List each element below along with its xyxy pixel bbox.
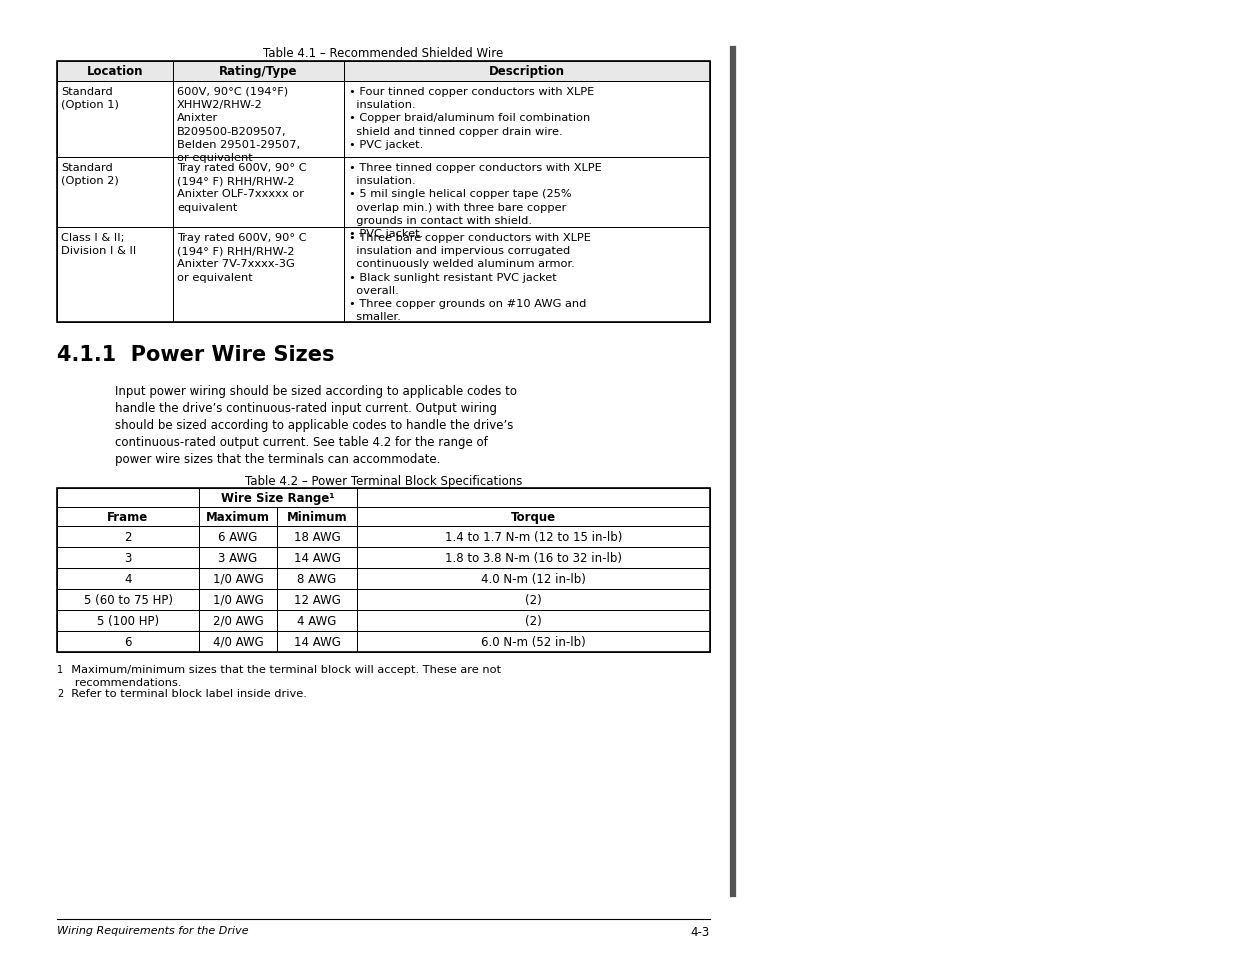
Text: Table 4.1 – Recommended Shielded Wire: Table 4.1 – Recommended Shielded Wire	[263, 47, 504, 60]
Text: Frame: Frame	[107, 511, 148, 523]
Bar	[57, 631, 199, 652]
Text: 2: 2	[57, 688, 63, 699]
Bar	[57, 158, 173, 228]
Text: 600V, 90°C (194°F)
XHHW2/RHW-2
Anixter
B209500-B209507,
Belden 29501-29507,
or e: 600V, 90°C (194°F) XHHW2/RHW-2 Anixter B…	[177, 87, 300, 163]
Bar	[57, 507, 199, 526]
Text: 4.1.1  Power Wire Sizes: 4.1.1 Power Wire Sizes	[57, 345, 335, 365]
Bar	[57, 228, 173, 323]
Text: Wire Size Range¹: Wire Size Range¹	[221, 492, 335, 504]
Bar	[57, 547, 199, 568]
Bar	[277, 507, 357, 526]
Bar	[199, 631, 277, 652]
Bar	[199, 547, 277, 568]
Bar	[199, 568, 277, 589]
Text: Refer to terminal block label inside drive.: Refer to terminal block label inside dri…	[64, 688, 306, 699]
Text: 2: 2	[125, 531, 132, 543]
Text: 4: 4	[125, 573, 132, 585]
Text: 6: 6	[125, 636, 132, 648]
Text: 1.4 to 1.7 N-m (12 to 15 in-lb): 1.4 to 1.7 N-m (12 to 15 in-lb)	[445, 531, 622, 543]
Text: 14 AWG: 14 AWG	[294, 636, 341, 648]
Bar	[57, 489, 199, 507]
Text: Maximum: Maximum	[206, 511, 270, 523]
Text: Tray rated 600V, 90° C
(194° F) RHH/RHW-2
Anixter 7V-7xxxx-3G
or equivalent: Tray rated 600V, 90° C (194° F) RHH/RHW-…	[177, 233, 306, 282]
Text: 5 (60 to 75 HP): 5 (60 to 75 HP)	[84, 594, 173, 606]
Bar	[357, 631, 710, 652]
Bar	[277, 526, 357, 547]
Text: Input power wiring should be sized according to applicable codes to
handle the d: Input power wiring should be sized accor…	[115, 385, 517, 465]
Text: Standard
(Option 1): Standard (Option 1)	[61, 87, 119, 111]
Text: 12 AWG: 12 AWG	[294, 594, 341, 606]
Bar	[57, 82, 173, 158]
Bar	[277, 631, 357, 652]
Bar	[57, 489, 710, 652]
Bar	[199, 589, 277, 610]
Text: Location: Location	[86, 65, 143, 78]
Text: Class I & II;
Division I & II: Class I & II; Division I & II	[61, 233, 136, 256]
Text: Wiring Requirements for the Drive: Wiring Requirements for the Drive	[57, 925, 248, 935]
Text: 3: 3	[125, 552, 132, 564]
Text: 1.8 to 3.8 N-m (16 to 32 in-lb): 1.8 to 3.8 N-m (16 to 32 in-lb)	[445, 552, 622, 564]
Text: 1: 1	[57, 664, 63, 675]
Bar	[199, 610, 277, 631]
Bar	[173, 228, 345, 323]
Bar	[357, 568, 710, 589]
Bar	[277, 547, 357, 568]
Text: 5 (100 HP): 5 (100 HP)	[96, 615, 159, 627]
Text: (2): (2)	[525, 615, 542, 627]
Text: Standard
(Option 2): Standard (Option 2)	[61, 163, 119, 186]
Text: (2): (2)	[525, 594, 542, 606]
Text: Torque: Torque	[511, 511, 556, 523]
Bar	[199, 526, 277, 547]
Text: Description: Description	[489, 65, 564, 78]
Text: 8 AWG: 8 AWG	[298, 573, 337, 585]
Bar	[199, 489, 357, 507]
Text: 2/0 AWG: 2/0 AWG	[212, 615, 263, 627]
Bar	[199, 507, 277, 526]
Bar	[357, 507, 710, 526]
Text: Minimum: Minimum	[287, 511, 347, 523]
Bar	[173, 82, 345, 158]
Bar	[277, 568, 357, 589]
Bar	[277, 610, 357, 631]
Bar	[345, 228, 710, 323]
Bar	[57, 62, 173, 82]
Text: 4-3: 4-3	[690, 925, 710, 938]
Bar	[57, 568, 199, 589]
Text: Tray rated 600V, 90° C
(194° F) RHH/RHW-2
Anixter OLF-7xxxxx or
equivalent: Tray rated 600V, 90° C (194° F) RHH/RHW-…	[177, 163, 306, 213]
Text: • Four tinned copper conductors with XLPE
  insulation.
• Copper braid/aluminum : • Four tinned copper conductors with XLP…	[350, 87, 594, 150]
Text: 1/0 AWG: 1/0 AWG	[212, 594, 263, 606]
Bar	[345, 62, 710, 82]
Bar	[357, 526, 710, 547]
Bar	[277, 589, 357, 610]
Text: Table 4.2 – Power Terminal Block Specifications: Table 4.2 – Power Terminal Block Specifi…	[245, 475, 522, 488]
Text: 6.0 N-m (52 in-lb): 6.0 N-m (52 in-lb)	[482, 636, 585, 648]
Text: 1/0 AWG: 1/0 AWG	[212, 573, 263, 585]
Bar	[357, 489, 710, 507]
Text: Maximum/minimum sizes that the terminal block will accept. These are not
   reco: Maximum/minimum sizes that the terminal …	[64, 664, 501, 687]
Text: 4.0 N-m (12 in-lb): 4.0 N-m (12 in-lb)	[482, 573, 585, 585]
Bar	[173, 158, 345, 228]
Text: 4 AWG: 4 AWG	[298, 615, 337, 627]
Bar	[357, 547, 710, 568]
Bar	[345, 82, 710, 158]
Text: Rating/Type: Rating/Type	[220, 65, 298, 78]
Bar	[57, 589, 199, 610]
Text: 3 AWG: 3 AWG	[219, 552, 258, 564]
Text: 6 AWG: 6 AWG	[219, 531, 258, 543]
Bar	[57, 526, 199, 547]
Bar	[357, 589, 710, 610]
Bar	[345, 158, 710, 228]
Bar	[173, 62, 345, 82]
Text: • Three tinned copper conductors with XLPE
  insulation.
• 5 mil single helical : • Three tinned copper conductors with XL…	[350, 163, 601, 239]
Text: 4/0 AWG: 4/0 AWG	[212, 636, 263, 648]
Text: • Three bare copper conductors with XLPE
  insulation and impervious corrugated
: • Three bare copper conductors with XLPE…	[350, 233, 590, 322]
Text: 14 AWG: 14 AWG	[294, 552, 341, 564]
Bar	[357, 610, 710, 631]
Text: 18 AWG: 18 AWG	[294, 531, 341, 543]
Bar	[57, 62, 710, 323]
Bar	[57, 610, 199, 631]
